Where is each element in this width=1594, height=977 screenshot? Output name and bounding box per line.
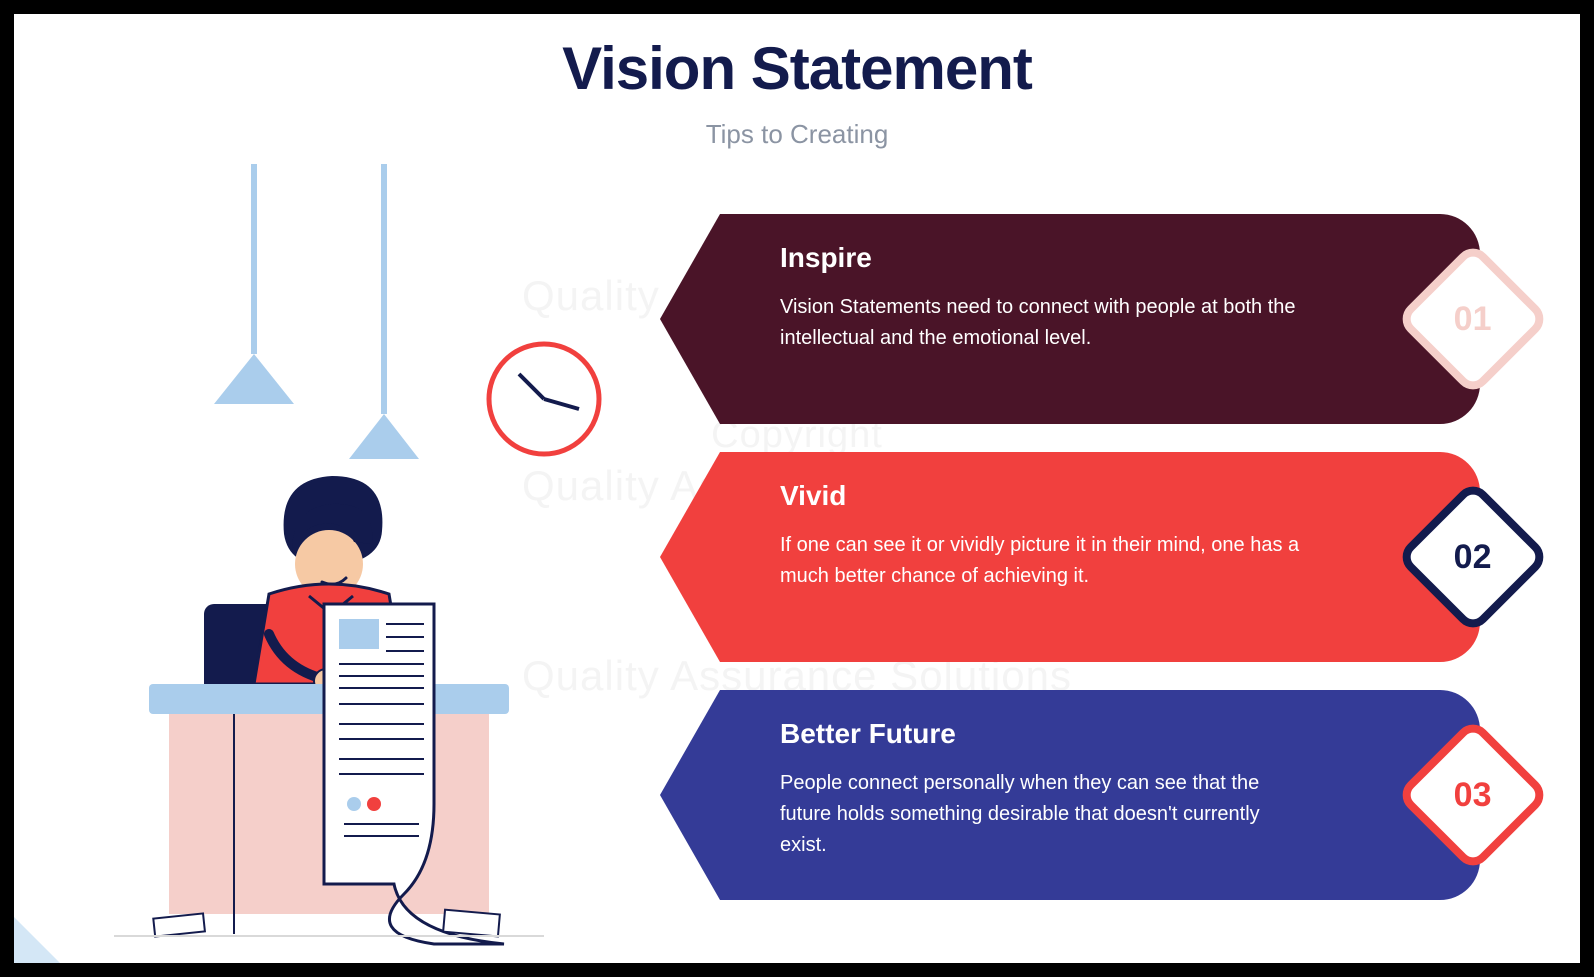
callout-number-badge: 01 [1395,241,1551,397]
callout-list: Inspire Vision Statements need to connect… [720,214,1480,900]
page-title: Vision Statement [14,34,1580,103]
callout-content: Better Future People connect personally w… [780,718,1300,861]
callout-body: If one can see it or vividly picture it … [780,530,1300,592]
callout-body: Vision Statements need to connect with p… [780,292,1300,354]
illustration [74,164,694,954]
callout-arrow [660,690,720,900]
slide-frame: Vision Statement Tips to Creating Copyri… [0,0,1594,977]
callout-content: Inspire Vision Statements need to connect… [780,242,1300,354]
callout-card-2: Vivid If one can see it or vividly pictur… [720,452,1480,662]
callout-card-1: Inspire Vision Statements need to connect… [720,214,1480,424]
callout-number-badge: 03 [1395,717,1551,873]
callout-card-3: Better Future People connect personally w… [720,690,1480,900]
callout-title: Better Future [780,718,1300,750]
callout-number: 03 [1454,775,1492,814]
callout-number: 02 [1454,537,1492,576]
corner-accent [14,917,60,963]
callout-arrow [660,214,720,424]
callout-number: 01 [1454,299,1492,338]
callout-content: Vivid If one can see it or vividly pictur… [780,480,1300,592]
callout-title: Inspire [780,242,1300,274]
callout-title: Vivid [780,480,1300,512]
callout-body: People connect personally when they can … [780,768,1300,861]
page-subtitle: Tips to Creating [14,119,1580,150]
callout-number-badge: 02 [1395,479,1551,635]
callout-arrow [660,452,720,662]
